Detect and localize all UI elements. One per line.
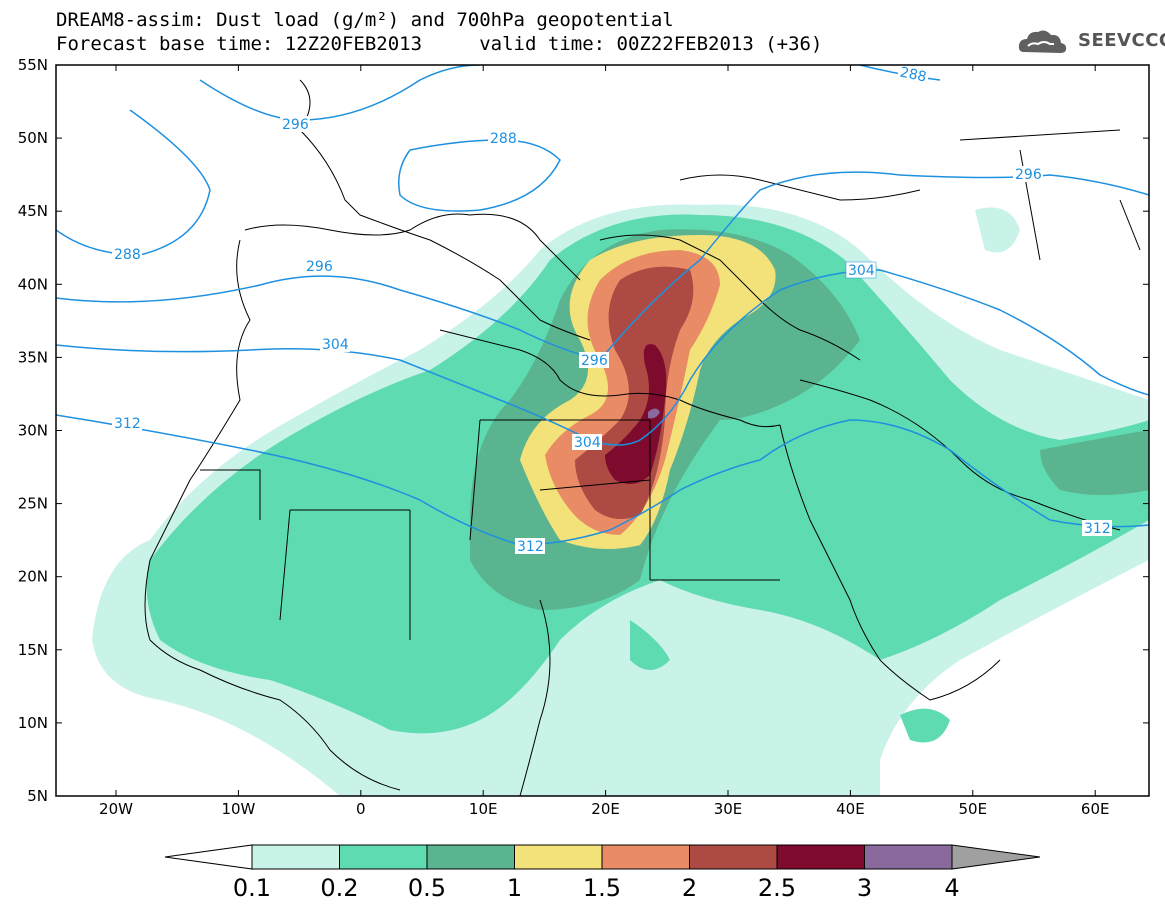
lon-tick-label: 50E xyxy=(959,800,988,818)
lat-tick-label: 10N xyxy=(18,714,48,732)
contour-label: 312 xyxy=(517,539,544,555)
colorbar-label: 1 xyxy=(507,874,522,902)
lon-tick-label: 40E xyxy=(836,800,865,818)
lon-tick-label: 30E xyxy=(714,800,743,818)
colorbar-label: 4 xyxy=(944,874,959,902)
lon-tick-label: 10W xyxy=(221,800,255,818)
lat-tick-label: 55N xyxy=(18,56,48,74)
contour-label: 304 xyxy=(574,435,601,451)
lon-tick-label: 0 xyxy=(356,800,366,818)
colorbar-label: 0.1 xyxy=(233,874,271,902)
coastlines-and-borders xyxy=(144,79,1141,796)
colorbar-swatch xyxy=(339,844,428,870)
lat-tick-label: 45N xyxy=(18,202,48,220)
colorbar-label: 2 xyxy=(682,874,697,902)
contour-label: 296 xyxy=(1015,167,1042,183)
latitude-axis: 55N 50N 45N 40N 35N 30N 25N 20N 15N 10N 5N xyxy=(18,56,1149,805)
contour-label: 304 xyxy=(322,337,349,353)
map-title: DREAM8-assim: Dust load (g/m²) and 700hP… xyxy=(56,9,674,31)
contour-label: 296 xyxy=(282,117,309,133)
colorbar-label: 0.2 xyxy=(320,874,358,902)
colorbar-label: 2.5 xyxy=(758,874,796,902)
lon-tick-label: 20W xyxy=(99,800,133,818)
lat-tick-label: 30N xyxy=(18,422,48,440)
contour-label: 296 xyxy=(306,259,333,275)
lon-tick-label: 10E xyxy=(469,800,498,818)
contour-label: 312 xyxy=(1084,521,1111,537)
colorbar-swatch xyxy=(426,844,515,870)
contour-label: 296 xyxy=(581,353,608,369)
lat-tick-label: 40N xyxy=(18,275,48,293)
colorbar-label: 1.5 xyxy=(583,874,621,902)
colorbar-swatch xyxy=(251,844,340,870)
lat-tick-label: 20N xyxy=(18,568,48,586)
contour-label: 288 xyxy=(898,64,927,85)
lat-tick-label: 15N xyxy=(18,641,48,659)
longitude-axis: 20W 10W 0 10E 20E 30E 40E 50E 60E xyxy=(99,65,1109,818)
contour-label: 304 xyxy=(848,263,875,279)
lat-tick-label: 25N xyxy=(18,495,48,513)
colorbar-swatch xyxy=(514,844,603,870)
contour-labels: 296 288 288 288 296 296 304 304 296 312 … xyxy=(112,64,1112,555)
colorbar-swatch xyxy=(776,844,865,870)
lon-tick-label: 20E xyxy=(591,800,620,818)
lon-tick-label: 60E xyxy=(1081,800,1110,818)
dust-shading xyxy=(92,204,1149,796)
colorbar-swatch xyxy=(689,844,778,870)
colorbar-swatch xyxy=(864,844,953,870)
logo-text: SEEVCCC xyxy=(1078,30,1165,51)
contour-label: 288 xyxy=(114,247,141,263)
colorbar-swatch xyxy=(601,844,690,870)
lat-tick-label: 35N xyxy=(18,348,48,366)
forecast-time-subtitle: Forecast base time: 12Z20FEB2013 valid t… xyxy=(56,33,823,55)
contour-label: 288 xyxy=(490,131,517,147)
lat-tick-label: 5N xyxy=(27,787,48,805)
cloud-logo-icon xyxy=(1018,30,1067,53)
colorbar-label: 3 xyxy=(857,874,872,902)
colorbar-high-triangle xyxy=(951,844,1041,870)
contour-label: 312 xyxy=(114,416,141,432)
lat-tick-label: 50N xyxy=(18,129,48,147)
colorbar: 0.1 0.2 0.5 1 1.5 2 2.5 3 4 xyxy=(164,844,1041,902)
colorbar-label: 0.5 xyxy=(408,874,446,902)
colorbar-low-triangle xyxy=(164,844,253,870)
